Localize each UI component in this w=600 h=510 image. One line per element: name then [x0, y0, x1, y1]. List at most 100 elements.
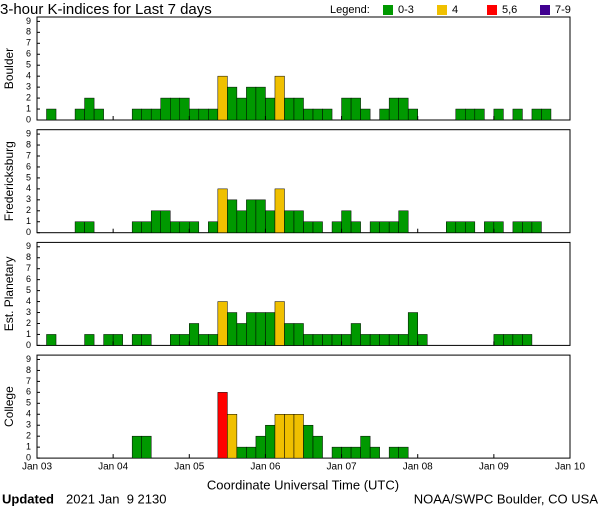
bar	[208, 221, 219, 233]
bar	[465, 221, 476, 233]
bar	[284, 97, 295, 121]
legend-text: 5,6	[502, 4, 517, 16]
bar	[160, 210, 171, 233]
bar	[493, 108, 504, 121]
bar	[131, 108, 142, 121]
bar	[312, 221, 323, 233]
bar	[312, 435, 323, 459]
panel-title: Fredericksburg	[2, 141, 16, 221]
bar	[141, 435, 152, 459]
bar	[531, 108, 542, 121]
bar	[131, 435, 142, 459]
y-tick-label: 9	[26, 128, 31, 138]
bar	[170, 97, 181, 121]
bar	[265, 210, 276, 233]
bar	[227, 199, 238, 233]
bar	[141, 221, 152, 233]
bar	[265, 97, 276, 121]
y-tick-label: 3	[26, 307, 31, 317]
source: NOAA/SWPC Boulder, CO USA	[414, 491, 599, 506]
bar	[341, 210, 352, 233]
y-tick-label: 1	[26, 329, 31, 339]
bar	[227, 414, 238, 459]
bar	[465, 108, 476, 121]
bar	[398, 210, 409, 233]
bar	[493, 334, 504, 346]
bar	[474, 108, 485, 121]
bar	[74, 221, 85, 233]
legend-swatch	[540, 5, 550, 15]
y-tick-label: 7	[26, 38, 31, 48]
chart-title: 3-hour K-indices for Last 7 days	[0, 1, 212, 18]
updated-label: Updated	[2, 491, 54, 506]
bar	[227, 312, 238, 346]
bar	[112, 334, 123, 346]
bar	[236, 210, 247, 233]
bar	[131, 334, 142, 346]
bar	[407, 312, 418, 346]
bar	[160, 97, 171, 121]
bar	[46, 334, 57, 346]
y-tick-label: 8	[26, 365, 31, 375]
bar	[522, 221, 533, 233]
bar	[303, 221, 314, 233]
bar	[198, 108, 209, 121]
y-tick-label: 9	[26, 16, 31, 26]
y-tick-label: 0	[26, 340, 31, 350]
y-tick-label: 7	[26, 263, 31, 273]
bar	[236, 446, 247, 459]
y-tick-label: 6	[26, 387, 31, 397]
y-tick-label: 5	[26, 398, 31, 408]
bar	[379, 108, 390, 121]
bar	[379, 334, 390, 346]
bar	[369, 334, 380, 346]
y-tick-label: 7	[26, 376, 31, 386]
bar	[398, 446, 409, 459]
bar	[303, 108, 314, 121]
y-tick-label: 3	[26, 194, 31, 204]
y-tick-label: 2	[26, 431, 31, 441]
bar	[388, 97, 399, 121]
bar	[369, 221, 380, 233]
bar	[74, 108, 85, 121]
bar	[103, 334, 114, 346]
bar	[350, 446, 361, 459]
bar	[217, 188, 228, 233]
bar	[522, 334, 533, 346]
x-tick-label: Jan 10	[555, 462, 585, 473]
y-tick-label: 1	[26, 103, 31, 113]
y-tick-label: 3	[26, 420, 31, 430]
legend-swatch	[383, 5, 393, 15]
bar	[93, 108, 104, 121]
bar	[246, 199, 257, 233]
legend-swatch	[437, 5, 447, 15]
bar	[293, 210, 304, 233]
bar	[274, 414, 285, 459]
bar	[360, 108, 371, 121]
y-tick-label: 6	[26, 161, 31, 171]
bar	[255, 86, 266, 121]
updated-time: 2021 Jan 9 2130	[66, 491, 166, 506]
bar	[350, 323, 361, 346]
bar	[293, 414, 304, 459]
bar	[208, 334, 219, 346]
bar	[274, 301, 285, 346]
bar	[369, 446, 380, 459]
bar	[246, 86, 257, 121]
bar	[284, 414, 295, 459]
bar	[350, 97, 361, 121]
bar	[512, 334, 523, 346]
bar	[541, 108, 552, 121]
bar	[170, 221, 181, 233]
bar	[284, 323, 295, 346]
bar	[265, 312, 276, 346]
y-tick-label: 1	[26, 442, 31, 452]
bar	[179, 221, 190, 233]
y-tick-label: 5	[26, 285, 31, 295]
y-tick-label: 0	[26, 452, 31, 462]
panel-title: College	[2, 386, 16, 427]
bar	[379, 221, 390, 233]
bar	[198, 334, 209, 346]
bar	[322, 108, 333, 121]
bar	[131, 221, 142, 233]
